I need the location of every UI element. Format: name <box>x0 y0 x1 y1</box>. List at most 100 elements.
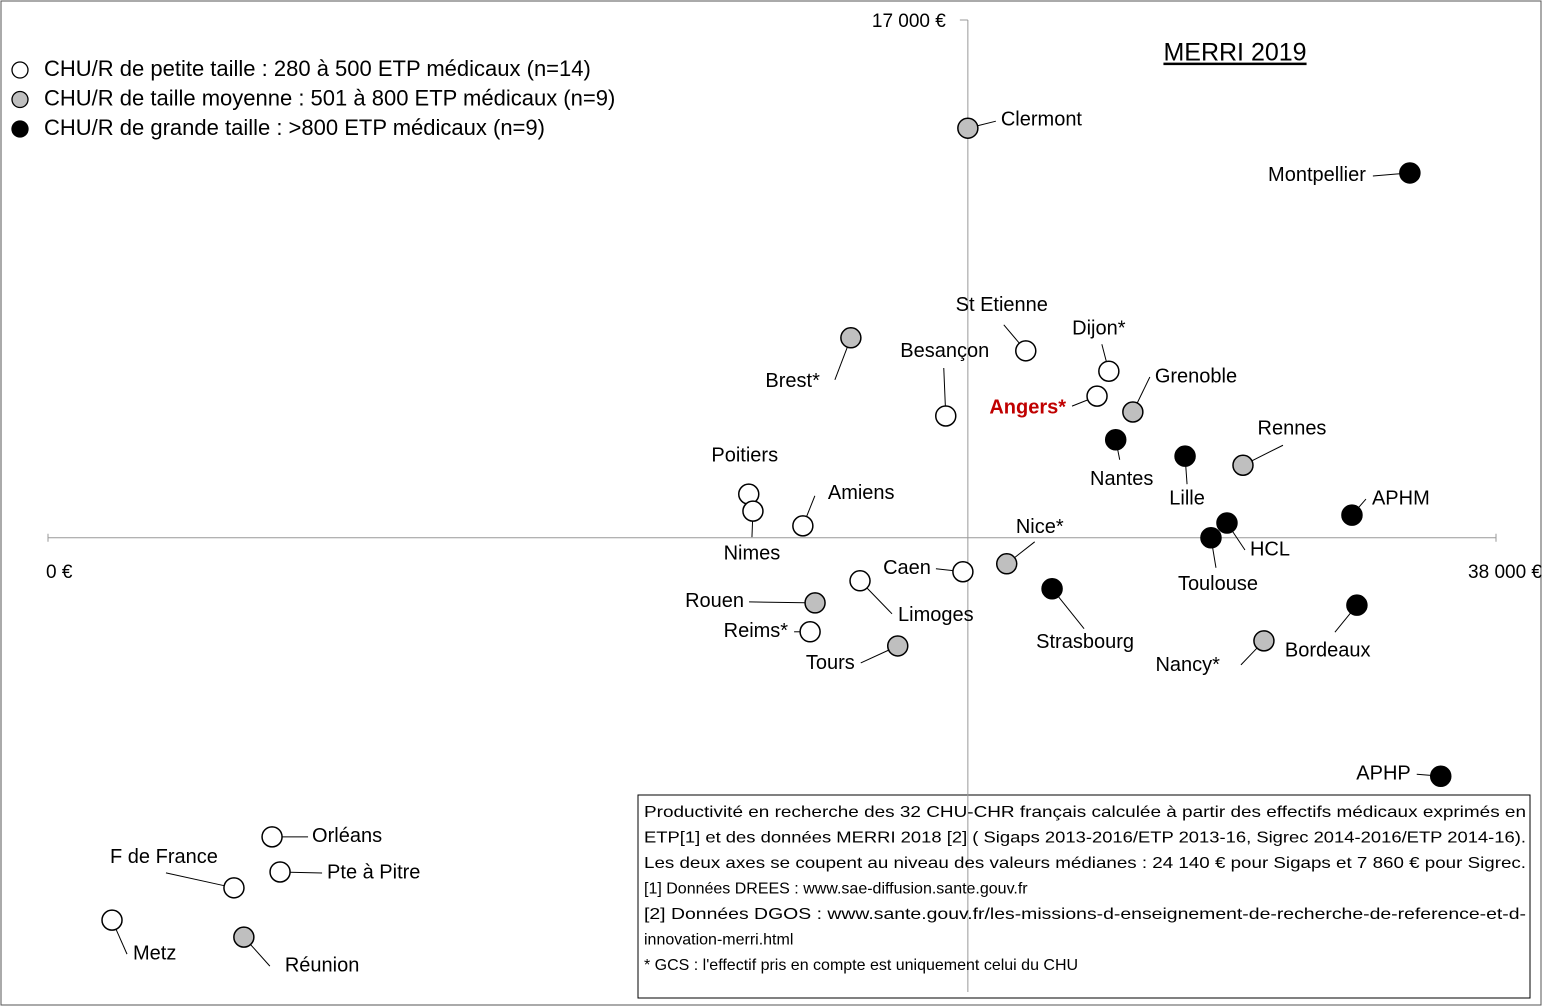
leader-line <box>290 871 323 874</box>
leader-line <box>1358 498 1367 508</box>
point-label: F de France <box>110 846 218 868</box>
point <box>840 327 862 349</box>
point-label: Angers* <box>989 396 1066 418</box>
leader-line <box>1185 466 1188 485</box>
point <box>995 553 1018 575</box>
point-label: Limoges <box>898 604 974 626</box>
note-line: Les deux axes se coupent au niveau des v… <box>644 855 1526 872</box>
point-label: Bordeaux <box>1285 639 1371 661</box>
point <box>1341 504 1363 526</box>
point <box>1399 162 1421 184</box>
leader-line <box>1136 376 1151 404</box>
note-line: [2] Données DGOS : www.sante.gouv.fr/les… <box>644 906 1526 923</box>
point <box>1216 512 1238 534</box>
note-line: ETP[1] et des données MERRI 2018 [2] ( S… <box>644 830 1526 847</box>
point <box>792 515 814 537</box>
leader-line <box>1003 324 1020 344</box>
point-label: Réunion <box>285 954 360 976</box>
point-label: Grenoble <box>1155 365 1237 387</box>
leader-line <box>749 601 806 604</box>
point-label: Nancy* <box>1155 654 1220 676</box>
point-label: Lille <box>1169 487 1205 509</box>
point <box>935 405 957 427</box>
point-label: Nimes <box>724 542 781 564</box>
leader-line <box>1117 449 1121 460</box>
leader-line <box>1212 547 1217 568</box>
point-label: Dijon* <box>1072 317 1126 339</box>
point <box>1104 429 1127 451</box>
leader-line <box>1232 531 1246 551</box>
point <box>886 635 909 657</box>
leader-line <box>977 120 996 127</box>
point-label: Amiens <box>828 482 895 504</box>
point <box>1086 385 1108 407</box>
point-label: Brest* <box>765 370 820 392</box>
point <box>269 861 291 883</box>
leader-line <box>935 568 954 572</box>
point <box>957 117 979 139</box>
point <box>1429 765 1452 787</box>
leader-line <box>866 587 893 615</box>
point-label: Orléans <box>312 825 382 847</box>
legend-label: CHU/R de taille moyenne : 501 à 800 ETP … <box>44 85 615 110</box>
point-label: APHP <box>1356 763 1410 785</box>
point <box>1346 594 1368 616</box>
leader-line <box>1416 773 1431 776</box>
note-line: Productivité en recherche des 32 CHU-CHR… <box>644 804 1526 821</box>
point-label: Nantes <box>1090 468 1153 490</box>
leader-line <box>1240 647 1258 666</box>
chart-title: MERRI 2019 <box>1163 39 1306 67</box>
point <box>261 826 283 848</box>
legend-marker <box>11 90 29 109</box>
point-label: Montpellier <box>1268 164 1366 186</box>
note-line: [1] Données DREES : www.sae-diffusion.sa… <box>644 881 1028 898</box>
note-line: * GCS : l'effectif pris en compte est un… <box>644 957 1078 974</box>
point <box>1253 630 1275 652</box>
leader-line <box>1251 444 1284 462</box>
point-label: Metz <box>133 942 176 964</box>
note-line: innovation-merri.html <box>644 932 793 949</box>
point <box>804 592 826 614</box>
leader-line <box>1372 173 1400 177</box>
legend-label: CHU/R de grande taille : >800 ETP médica… <box>44 115 545 140</box>
point-label: Poitiers <box>711 444 778 466</box>
leader-line <box>250 944 271 967</box>
point <box>799 621 821 643</box>
point-label: Nice* <box>1016 516 1064 538</box>
legend-marker <box>11 120 29 138</box>
point-label: Pte à Pitre <box>327 861 420 883</box>
point <box>1122 401 1144 423</box>
point <box>223 877 245 899</box>
point <box>952 560 974 583</box>
point <box>1200 527 1222 549</box>
point-label: APHM <box>1372 487 1430 509</box>
leader-line <box>165 872 225 887</box>
legend-marker <box>11 61 29 79</box>
leader-line <box>1334 612 1351 633</box>
point <box>1015 340 1037 362</box>
point-label: Rennes <box>1258 418 1327 440</box>
point <box>1174 445 1196 467</box>
leader-line <box>115 929 128 955</box>
leader-line <box>1014 541 1036 559</box>
leader-line <box>1101 344 1107 362</box>
leader-line <box>860 649 889 664</box>
leader-line <box>943 367 946 406</box>
x-tick-label: 38 000 € <box>1468 562 1542 583</box>
leader-line <box>1071 399 1088 407</box>
point <box>233 926 255 948</box>
point-label: Rouen <box>685 590 744 612</box>
point <box>1041 577 1063 600</box>
point <box>849 570 871 592</box>
legend-label: CHU/R de petite taille : 280 à 500 ETP m… <box>44 56 591 81</box>
point-label: Reims* <box>724 620 789 642</box>
point-label: Caen <box>883 557 931 579</box>
point <box>1232 454 1254 476</box>
point-label: Tours <box>806 652 855 674</box>
point <box>1098 360 1120 382</box>
point <box>742 500 764 522</box>
x-tick-label: 0 € <box>46 562 73 583</box>
point-label: St Etienne <box>956 294 1048 316</box>
